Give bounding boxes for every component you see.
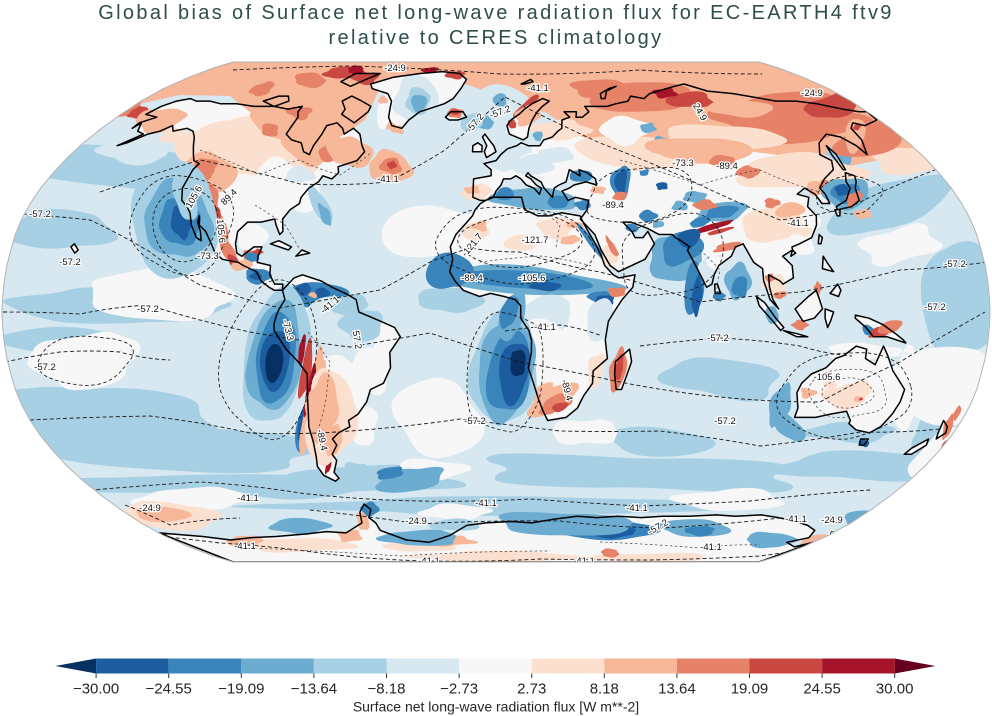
svg-text:-73.3: -73.3 xyxy=(672,158,694,169)
svg-text:-24.9: -24.9 xyxy=(821,515,843,526)
svg-text:-41.1: -41.1 xyxy=(787,218,809,229)
svg-text:-57.2: -57.2 xyxy=(137,304,159,315)
svg-text:2.73: 2.73 xyxy=(517,681,546,698)
svg-text:−2.73: −2.73 xyxy=(440,681,478,698)
svg-text:-73.3: -73.3 xyxy=(197,251,219,262)
svg-text:105.6: 105.6 xyxy=(214,219,227,244)
svg-text:-41.1: -41.1 xyxy=(626,503,648,514)
svg-text:-105.6: -105.6 xyxy=(519,273,546,284)
svg-text:−13.64: −13.64 xyxy=(291,681,337,698)
svg-text:−24.55: −24.55 xyxy=(146,681,192,698)
svg-text:-57.2: -57.2 xyxy=(944,259,966,270)
svg-text:8.18: 8.18 xyxy=(590,681,619,698)
svg-text:-57.2: -57.2 xyxy=(59,257,81,268)
svg-text:-121.7: -121.7 xyxy=(522,235,549,246)
svg-text:-24.9: -24.9 xyxy=(139,503,161,514)
svg-text:30.00: 30.00 xyxy=(876,681,914,698)
svg-text:−30.00: −30.00 xyxy=(73,681,119,698)
svg-text:-57.2: -57.2 xyxy=(29,209,51,220)
svg-text:-57.2: -57.2 xyxy=(924,302,946,313)
svg-text:−8.18: −8.18 xyxy=(368,681,406,698)
svg-text:24.55: 24.55 xyxy=(803,681,841,698)
svg-text:-41.1: -41.1 xyxy=(700,542,722,553)
svg-text:-41.1: -41.1 xyxy=(475,498,497,509)
svg-text:-41.1: -41.1 xyxy=(377,174,399,185)
svg-text:-41.1: -41.1 xyxy=(418,556,440,567)
svg-text:-41.1: -41.1 xyxy=(234,541,256,552)
svg-text:-89.4: -89.4 xyxy=(461,273,483,284)
svg-text:−19.09: −19.09 xyxy=(218,681,264,698)
svg-text:-24.9: -24.9 xyxy=(384,63,406,74)
svg-text:-57.2: -57.2 xyxy=(929,128,950,152)
svg-text:-41.1: -41.1 xyxy=(785,514,807,525)
svg-text:19.09: 19.09 xyxy=(731,681,769,698)
svg-text:-57.2: -57.2 xyxy=(707,333,729,344)
svg-text:-105.6: -105.6 xyxy=(814,372,841,383)
svg-text:-89.4: -89.4 xyxy=(602,200,624,211)
svg-text:-57.2: -57.2 xyxy=(464,416,486,427)
svg-text:57.2: 57.2 xyxy=(827,529,848,546)
svg-text:-41.1: -41.1 xyxy=(527,83,549,94)
svg-text:-89.4: -89.4 xyxy=(716,161,738,172)
svg-text:13.64: 13.64 xyxy=(658,681,696,698)
svg-text:-41.1: -41.1 xyxy=(237,493,259,504)
svg-text:-41.1: -41.1 xyxy=(534,322,556,333)
svg-text:-57.2: -57.2 xyxy=(714,416,736,427)
svg-text:57.2: 57.2 xyxy=(349,330,363,350)
svg-text:-57.2: -57.2 xyxy=(34,362,56,373)
svg-text:-24.9: -24.9 xyxy=(405,516,427,527)
svg-text:-24.9: -24.9 xyxy=(801,88,823,99)
svg-text:Surface net long-wave radiatio: Surface net long-wave radiation flux [W … xyxy=(353,699,639,715)
svg-text:-41.1: -41.1 xyxy=(573,556,595,567)
